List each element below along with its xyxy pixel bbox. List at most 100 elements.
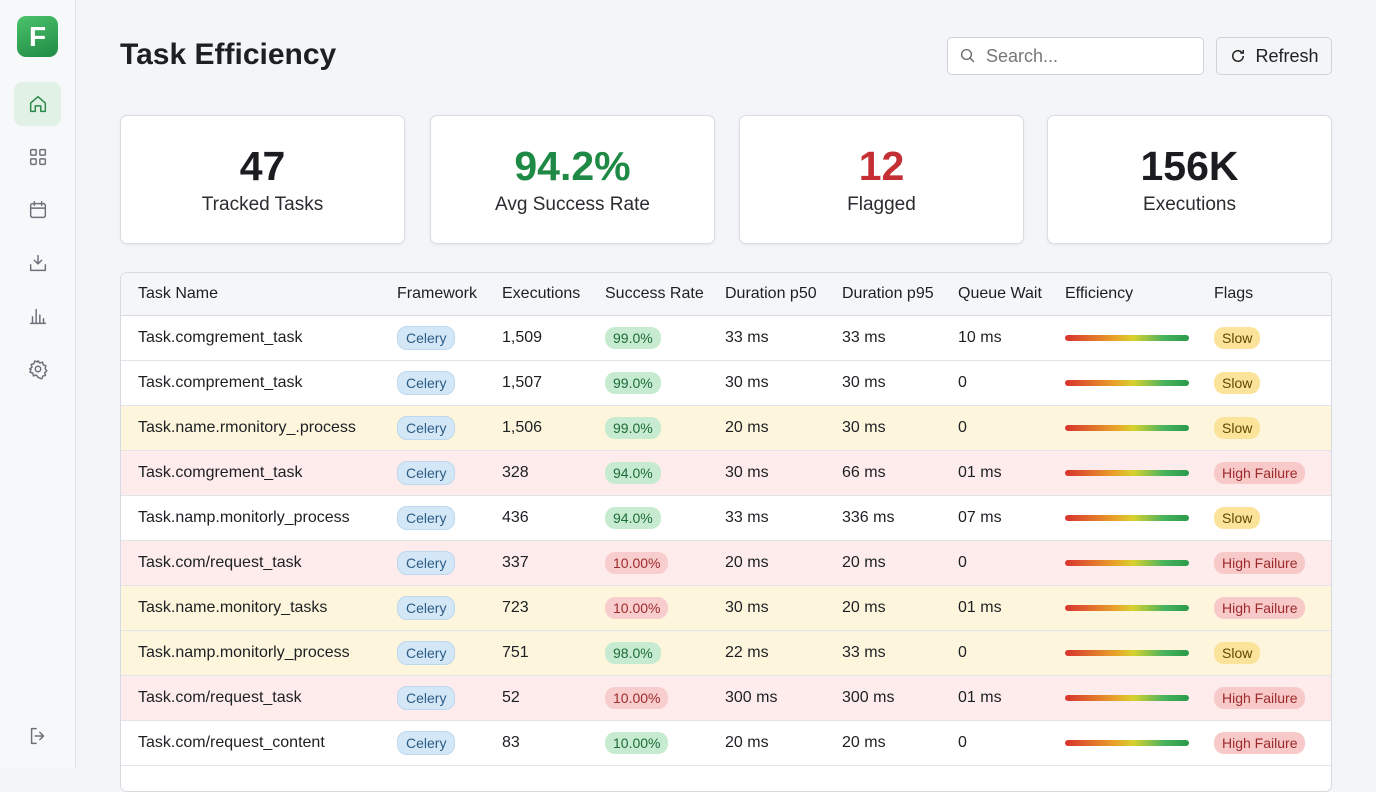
nav-inbox[interactable] (14, 241, 61, 285)
cell-text: 337 (502, 554, 529, 571)
flag-badge: Slow (1214, 507, 1261, 529)
logo[interactable]: F (17, 16, 58, 57)
success-badge: 10.00% (605, 687, 669, 709)
cell-text: 20 ms (842, 734, 886, 751)
stat-card: 12 Flagged (739, 115, 1024, 244)
stat-card: 47 Tracked Tasks (120, 115, 405, 244)
table-cell: 337 (502, 541, 529, 585)
table-cell: Celery (397, 316, 456, 360)
table-row[interactable]: Task.comprement_task Celery 1,507 99.0% 30 m… (121, 361, 1331, 406)
table-row[interactable]: Task.com/request_task Celery 337 10.00% 20 m… (121, 541, 1331, 586)
table-cell: 33 ms (842, 316, 886, 360)
table-cell: 83 (502, 721, 520, 765)
table-cell: Task.com/request_content (138, 721, 325, 765)
table-cell: 436 (502, 496, 529, 540)
table-cell: 0 (958, 361, 967, 405)
table-cell: 10.00% (605, 676, 669, 720)
cell-text: 723 (502, 599, 529, 616)
nav-logout[interactable] (14, 714, 61, 758)
stat-label: Executions (1143, 194, 1236, 215)
cell-text: 52 (502, 689, 520, 706)
nav-settings[interactable] (14, 347, 61, 391)
table-cell: 1,507 (502, 361, 542, 405)
table-cell (1065, 316, 1189, 360)
cell-text: 20 ms (725, 419, 769, 436)
refresh-button[interactable]: Refresh (1216, 37, 1332, 75)
table-cell: 0 (958, 631, 967, 675)
search-box[interactable]: Search... (947, 37, 1204, 75)
table-cell: 30 ms (725, 586, 769, 630)
column-header: Task Name (138, 285, 219, 302)
table-row[interactable]: Task.namp.monitorly_process Celery 436 94.0… (121, 496, 1331, 541)
table-cell: 20 ms (842, 586, 886, 630)
framework-badge: Celery (397, 371, 456, 395)
flag-badge: High Failure (1214, 552, 1306, 574)
page: Task Efficiency {"sidebar": {"logo": "F"… (14, 0, 1332, 792)
table-row[interactable]: Task.name.rmonitory_.process Celery 1,506 9… (121, 406, 1331, 451)
flag-badge: Slow (1214, 372, 1261, 394)
table-cell: 30 ms (842, 406, 886, 450)
cell-text: 30 ms (842, 419, 886, 436)
framework-badge: Celery (397, 596, 456, 620)
table-cell: 723 (502, 586, 529, 630)
table-cell: 10.00% (605, 541, 669, 585)
success-badge: 94.0% (605, 462, 661, 484)
table-cell: 751 (502, 631, 529, 675)
page-title: Task Efficiency (120, 38, 337, 71)
table-cell: 01 ms (958, 676, 1002, 720)
table-cell: High Failure (1214, 586, 1306, 630)
table-cell (1065, 676, 1189, 720)
table-row[interactable]: Task.comgrement_task Celery 1,509 99.0% 33 m… (121, 316, 1331, 361)
table-cell: 07 ms (958, 496, 1002, 540)
table-row[interactable]: Task.name.monitory_tasks Celery 723 10.00% 3… (121, 586, 1331, 631)
cell-text: 0 (958, 554, 967, 571)
table-cell: 99.0% (605, 316, 661, 360)
column-header: Efficiency (1065, 285, 1134, 302)
table-cell: Slow (1214, 496, 1261, 540)
table-cell: Task.comgrement_task (138, 316, 303, 360)
nav-reports[interactable] (14, 294, 61, 338)
cell-text: 01 ms (958, 464, 1002, 481)
table-cell (1065, 361, 1189, 405)
table-header: Task Name Framework Executions Success Rate… (121, 273, 1331, 316)
task-name: Task.comprement_task (138, 374, 303, 391)
table-cell: Task.namp.monitorly_process (138, 496, 350, 540)
table-cell: 52 (502, 676, 520, 720)
efficiency-bar (1065, 425, 1189, 431)
framework-badge: Celery (397, 641, 456, 665)
table-cell: 1,509 (502, 316, 542, 360)
table-cell: 10.00% (605, 586, 669, 630)
success-badge: 99.0% (605, 417, 661, 439)
table-cell: Task.comprement_task (138, 361, 303, 405)
search-placeholder: Search... (986, 45, 1059, 66)
table-cell: 33 ms (725, 496, 769, 540)
cell-text: 33 ms (842, 644, 886, 661)
table-row[interactable]: Task.com/request_content Celery 83 10.00% 20… (121, 721, 1331, 766)
app: F Task Efficiency Search... Refresh 47 Tr… (14, 0, 1332, 792)
cell-text: 1,506 (502, 419, 543, 436)
efficiency-bar (1065, 380, 1189, 386)
nav-grid[interactable] (14, 135, 61, 179)
success-badge: 99.0% (605, 327, 661, 349)
success-badge: 10.00% (605, 552, 669, 574)
table-cell: Task.com/request_task (138, 676, 302, 720)
table-row (121, 766, 1331, 791)
nav-calendar[interactable] (14, 188, 61, 232)
table-row[interactable]: Task.com/request_task Celery 52 10.00% 300 m… (121, 676, 1331, 721)
table-cell: Celery (397, 676, 456, 720)
table-row[interactable]: Task.comgrement_task Celery 328 94.0% 30 ms 6… (121, 451, 1331, 496)
table-cell: High Failure (1214, 541, 1306, 585)
cell-text: 30 ms (725, 599, 769, 616)
flag-badge: Slow (1214, 327, 1261, 349)
task-name: Task.com/request_task (138, 554, 302, 571)
table-cell: Celery (397, 496, 456, 540)
table-cell: 94.0% (605, 496, 661, 540)
column-header: Flags (1214, 285, 1254, 302)
task-name: Task.comgrement_task (138, 329, 303, 346)
table-cell (1065, 496, 1189, 540)
cell-text: 328 (502, 464, 529, 481)
table-row[interactable]: Task.namp.monitorly_process Celery 751 98.0… (121, 631, 1331, 676)
nav-home[interactable] (14, 82, 61, 126)
table-cell: 01 ms (958, 451, 1002, 495)
cell-text: 751 (502, 644, 529, 661)
